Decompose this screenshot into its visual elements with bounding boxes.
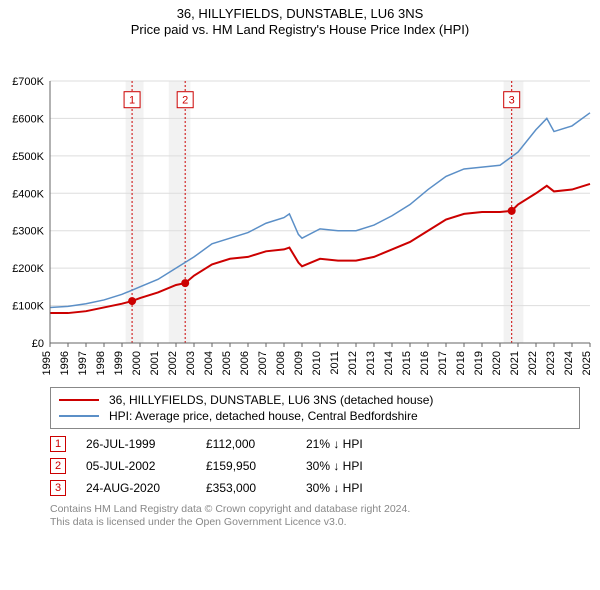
svg-text:1999: 1999 bbox=[113, 351, 125, 375]
svg-text:2014: 2014 bbox=[383, 351, 395, 375]
transaction-marker: 3 bbox=[50, 480, 66, 496]
svg-text:2022: 2022 bbox=[527, 351, 539, 375]
svg-text:1998: 1998 bbox=[95, 351, 107, 375]
transaction-date: 24-AUG-2020 bbox=[86, 481, 186, 495]
svg-text:2015: 2015 bbox=[401, 351, 413, 375]
attribution-text: Contains HM Land Registry data © Crown c… bbox=[50, 503, 580, 530]
svg-text:2019: 2019 bbox=[473, 351, 485, 375]
svg-text:2004: 2004 bbox=[203, 351, 215, 375]
svg-text:2012: 2012 bbox=[347, 351, 359, 375]
chart-container: 36, HILLYFIELDS, DUNSTABLE, LU6 3NS Pric… bbox=[0, 0, 600, 590]
transactions-table: 1 26-JUL-1999 £112,000 21% ↓ HPI 2 05-JUL-200… bbox=[50, 433, 580, 499]
svg-text:2010: 2010 bbox=[311, 351, 323, 375]
legend-label: HPI: Average price, detached house, Cent… bbox=[109, 409, 418, 423]
chart-title-1: 36, HILLYFIELDS, DUNSTABLE, LU6 3NS bbox=[0, 0, 600, 22]
transaction-delta: 21% ↓ HPI bbox=[306, 437, 406, 451]
chart-title-2: Price paid vs. HM Land Registry's House … bbox=[0, 22, 600, 41]
svg-text:2021: 2021 bbox=[509, 351, 521, 375]
line-chart-svg: £0 £100K £200K £300K £400K £500K £600K £700K 199… bbox=[0, 41, 600, 381]
legend-label: 36, HILLYFIELDS, DUNSTABLE, LU6 3NS (det… bbox=[109, 393, 433, 407]
transaction-marker: 2 bbox=[50, 458, 66, 474]
svg-text:2020: 2020 bbox=[491, 351, 503, 375]
transaction-row: 3 24-AUG-2020 £353,000 30% ↓ HPI bbox=[50, 477, 580, 499]
transaction-delta: 30% ↓ HPI bbox=[306, 481, 406, 495]
plot-area: £0 £100K £200K £300K £400K £500K £600K £700K 199… bbox=[0, 41, 600, 381]
legend-swatch bbox=[59, 399, 99, 401]
transaction-date: 05-JUL-2002 bbox=[86, 459, 186, 473]
svg-text:2003: 2003 bbox=[185, 351, 197, 375]
legend-item: HPI: Average price, detached house, Cent… bbox=[59, 408, 571, 424]
svg-text:£600K: £600K bbox=[12, 113, 44, 125]
transaction-delta: 30% ↓ HPI bbox=[306, 459, 406, 473]
transaction-price: £159,950 bbox=[206, 459, 286, 473]
svg-text:2025: 2025 bbox=[581, 351, 593, 375]
svg-text:2016: 2016 bbox=[419, 351, 431, 375]
svg-text:3: 3 bbox=[509, 94, 515, 106]
svg-text:£100K: £100K bbox=[12, 300, 44, 312]
attribution-line-2: This data is licensed under the Open Gov… bbox=[50, 516, 580, 530]
svg-text:2007: 2007 bbox=[257, 351, 269, 375]
legend-swatch bbox=[59, 415, 99, 417]
transaction-marker: 1 bbox=[50, 436, 66, 452]
svg-text:2: 2 bbox=[182, 94, 188, 106]
svg-text:£700K: £700K bbox=[12, 76, 44, 88]
svg-text:£200K: £200K bbox=[12, 263, 44, 275]
svg-text:2009: 2009 bbox=[293, 351, 305, 375]
svg-text:2002: 2002 bbox=[167, 351, 179, 375]
svg-text:2006: 2006 bbox=[239, 351, 251, 375]
chart-legend: 36, HILLYFIELDS, DUNSTABLE, LU6 3NS (det… bbox=[50, 387, 580, 429]
svg-text:£300K: £300K bbox=[12, 225, 44, 237]
svg-text:2008: 2008 bbox=[275, 351, 287, 375]
svg-text:2011: 2011 bbox=[329, 351, 341, 375]
svg-text:1995: 1995 bbox=[41, 351, 53, 375]
svg-text:1997: 1997 bbox=[77, 351, 89, 375]
svg-text:1996: 1996 bbox=[59, 351, 71, 375]
attribution-line-1: Contains HM Land Registry data © Crown c… bbox=[50, 503, 580, 517]
svg-text:1: 1 bbox=[129, 94, 135, 106]
svg-text:2005: 2005 bbox=[221, 351, 233, 375]
svg-text:2024: 2024 bbox=[563, 351, 575, 375]
transaction-row: 2 05-JUL-2002 £159,950 30% ↓ HPI bbox=[50, 455, 580, 477]
svg-text:2023: 2023 bbox=[545, 351, 557, 375]
svg-text:2018: 2018 bbox=[455, 351, 467, 375]
transaction-row: 1 26-JUL-1999 £112,000 21% ↓ HPI bbox=[50, 433, 580, 455]
svg-text:2001: 2001 bbox=[149, 351, 161, 375]
svg-text:£0: £0 bbox=[32, 338, 44, 350]
svg-text:2017: 2017 bbox=[437, 351, 449, 375]
svg-text:£500K: £500K bbox=[12, 150, 44, 162]
svg-text:£400K: £400K bbox=[12, 188, 44, 200]
svg-text:2013: 2013 bbox=[365, 351, 377, 375]
transaction-price: £112,000 bbox=[206, 437, 286, 451]
transaction-price: £353,000 bbox=[206, 481, 286, 495]
transaction-date: 26-JUL-1999 bbox=[86, 437, 186, 451]
svg-text:2000: 2000 bbox=[131, 351, 143, 375]
legend-item: 36, HILLYFIELDS, DUNSTABLE, LU6 3NS (det… bbox=[59, 392, 571, 408]
